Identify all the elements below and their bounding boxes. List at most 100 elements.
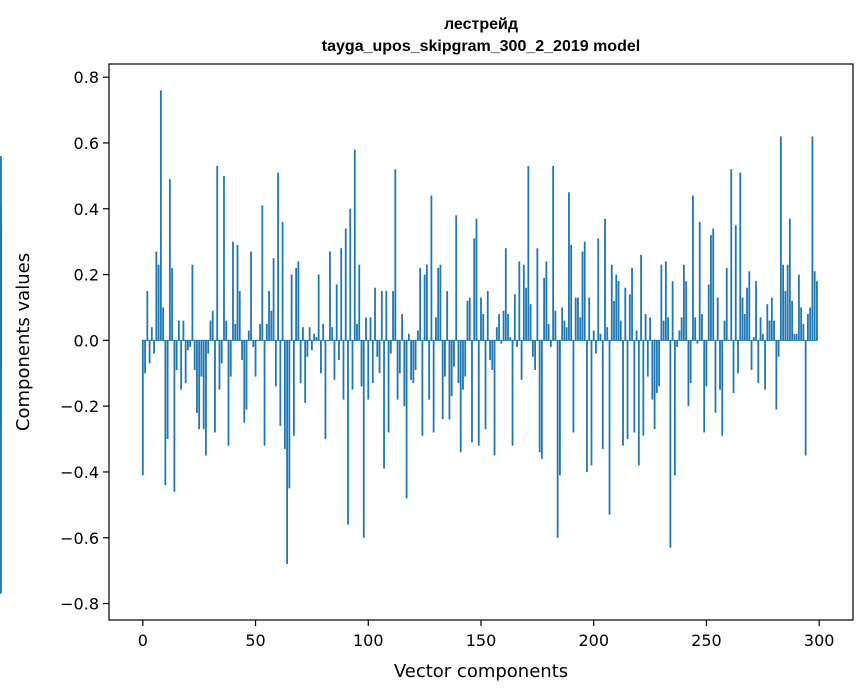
bar-213 [622,340,624,446]
bar-188 [565,327,568,341]
bar-269 [748,271,751,341]
bar-64 [286,340,289,565]
bar-7 [157,264,160,341]
bar-111 [392,291,394,341]
bar-280 [773,320,775,341]
bar-44 [241,340,243,361]
bar-87 [338,340,340,361]
bar-undefined [0,340,2,367]
bar-58 [272,258,275,341]
bar-117 [405,340,408,499]
bar-17 [180,340,183,390]
bar-6 [155,251,158,341]
bar-299 [816,281,818,341]
bar-173 [531,340,534,357]
bar-263 [734,225,737,341]
bar-281 [775,340,778,410]
bar-25 [198,340,201,430]
chart-subtitle: tayga_upos_skipgram_300_2_2019 model [322,38,640,55]
y-tick-label: −0.6 [60,529,99,548]
bar-155 [491,340,494,370]
bar-294 [804,340,807,456]
bar-217 [631,267,633,341]
bar-119 [410,340,413,380]
bar-118 [407,333,410,341]
bar-259 [725,267,728,341]
bar-272 [755,281,757,341]
bar-172 [529,304,532,341]
bar-298 [813,271,816,341]
bar-180 [547,323,550,341]
bar-141 [459,340,462,453]
bar-75 [311,340,313,351]
bar-149 [477,340,480,446]
bar-98 [362,340,365,538]
bar-84 [331,327,334,341]
bar-257 [721,340,724,436]
bar-288 [791,300,794,341]
bar-15 [175,340,178,370]
x-tick-label: 200 [578,631,609,650]
bar-92 [349,208,352,341]
bar-19 [184,340,187,384]
bar-289 [793,333,796,341]
bar-97 [360,340,363,387]
bar-77 [315,337,318,341]
bar-134 [444,340,446,377]
bar-109 [387,340,390,433]
bar-160 [502,310,505,341]
bar-219 [635,330,638,341]
bar-231 [662,320,665,341]
bar-181 [549,340,552,347]
bar-167 [518,261,521,341]
bar-187 [563,320,566,341]
bar-253 [712,228,715,341]
x-tick-label: 250 [691,631,722,650]
bar-148 [475,218,478,341]
bar-182 [552,165,555,341]
bar-95 [356,323,358,341]
bar-273 [757,340,760,384]
bar-145 [468,297,471,341]
bar-16 [177,320,180,341]
bar-271 [752,337,755,341]
bar-212 [619,320,622,341]
bar-40 [232,241,234,341]
bar-136 [448,340,451,420]
bar-113 [396,340,399,400]
bar-163 [509,337,512,341]
bar-33 [216,165,219,341]
y-tick-label: 0.4 [74,200,99,219]
bar-164 [511,340,514,446]
y-tick-label: 0.8 [74,68,99,87]
bar-73 [306,340,309,357]
bar-94 [353,149,356,341]
bar-245 [694,317,697,341]
bar-61 [279,340,282,426]
bar-35 [220,340,223,364]
bar-2 [146,291,149,341]
bar-284 [782,264,785,341]
bar-90 [344,228,347,341]
bar-28 [205,340,207,456]
bar-176 [538,340,541,453]
bar-127 [428,340,431,400]
bar-214 [624,287,627,341]
bar-166 [516,340,518,347]
bar-101 [369,317,372,341]
bar-34 [218,340,221,390]
bar-216 [628,294,631,341]
bar-175 [536,248,539,341]
bar-22 [191,264,194,341]
bar-297 [811,136,814,341]
bar-282 [777,340,780,357]
bar-193 [577,297,579,341]
bar-218 [633,340,636,433]
bar-186 [561,307,564,341]
bar-207 [608,340,611,515]
x-axis-label: Vector components [394,661,568,682]
bar-120 [412,340,415,384]
bar-5 [153,340,155,354]
